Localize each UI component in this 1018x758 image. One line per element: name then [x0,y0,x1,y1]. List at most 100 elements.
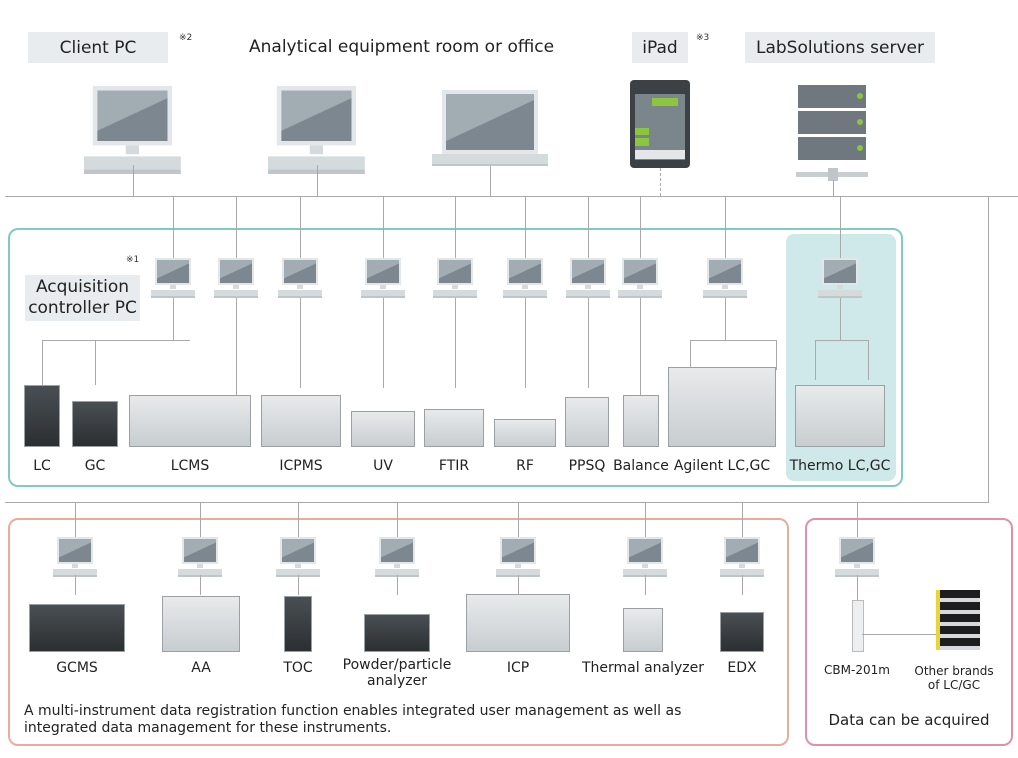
link [298,502,299,537]
link [988,196,989,503]
instrument-label: Balance [613,458,669,474]
instrument-label: LC [33,458,51,474]
pc-monitor-icon [566,258,610,298]
link [518,575,519,595]
ipad-label: iPad [632,32,688,63]
link [690,340,776,341]
instrument-7-icon [565,397,609,447]
acquisition-controller-label: Acquisition controller PC [25,275,140,321]
label-line: Acquisition [35,277,130,297]
link [525,196,526,258]
link [815,340,816,380]
link [236,298,237,398]
instrument-6-icon [720,612,764,652]
client-desktop-pc-icon [268,86,365,174]
client-pc-label: Client PC [28,32,168,63]
link [298,575,299,595]
link [833,180,834,196]
link [868,340,869,380]
link [725,196,726,258]
link [397,502,398,537]
link [42,340,190,341]
link [490,166,491,196]
pc-monitor-icon [278,258,322,298]
instrument-label: PPSQ [568,458,606,474]
link [840,298,841,340]
pc-monitor-icon [53,537,97,577]
server-icon [798,85,866,161]
description-line: integrated data management for these ins… [24,720,392,736]
label-line: controller PC [28,298,137,318]
instrument-label: FTIR [438,458,470,474]
link [525,298,526,388]
description-line: A multi-instrument data registration fun… [24,703,682,719]
link [815,340,868,341]
laptop-icon [432,90,548,166]
ipad-note: ※3 [696,33,710,43]
instrument-label: EDX [727,660,757,676]
link [840,196,841,258]
pc-monitor-icon [623,537,667,577]
network-line-top [5,196,1018,197]
link [317,165,318,196]
link [300,298,301,388]
server-label: LabSolutions server [745,32,935,63]
link [42,340,43,385]
instrument-label: LCMS [170,458,210,474]
acquisition-note: ※1 [126,255,140,265]
instrument-9-icon [668,367,776,447]
link [588,196,589,258]
link [173,196,174,258]
link [645,575,646,595]
instrument-1-icon [72,401,118,447]
instrument-label: GCMS [56,660,98,676]
server-connector-node [828,168,838,181]
link [133,165,134,196]
pc-monitor-icon [276,537,320,577]
registration-description: A multi-instrument data registration fun… [24,703,681,737]
instrument-label: UV [373,458,393,474]
link [588,298,589,388]
data-acquired-caption: Data can be acquired [828,711,990,729]
pc-monitor-icon [720,537,764,577]
link [742,575,743,595]
instrument-label: GC [84,458,106,474]
instrument-3-icon [364,614,430,652]
client-pc-note: ※2 [179,33,193,43]
instrument-label: RF [516,458,534,474]
cbm-201m-icon [852,600,864,652]
link [640,196,641,258]
link [645,502,646,537]
other-brands-label: Other brands of LC/GC [914,664,993,692]
instrument-5-icon [623,608,663,652]
instrument-2-icon [129,395,251,447]
link [75,502,76,537]
pc-monitor-icon [818,258,862,298]
link [300,196,301,258]
link [397,575,398,595]
client-desktop-pc-icon [84,86,181,174]
other-brands-lc-gc-icon [936,590,980,650]
link [690,340,691,370]
instrument-8-icon [623,395,659,447]
cbm-label: CBM-201m [824,663,890,677]
pc-monitor-icon [375,537,419,577]
instrument-2-icon [284,596,312,652]
link [383,196,384,258]
instrument-label: ICP [506,660,530,676]
instrument-label: Thermo LC,GC [789,458,891,474]
pc-monitor-icon [503,258,547,298]
link [518,502,519,537]
instrument-3-icon [261,395,341,447]
pc-monitor-icon [214,258,258,298]
instrument-label: AA [191,660,211,676]
link [725,298,726,340]
instrument-label: TOC [283,660,313,676]
link [455,196,456,258]
ipad-icon [630,80,690,168]
pc-monitor-icon [835,537,879,577]
instrument-6-icon [494,419,556,447]
pc-monitor-icon [496,537,540,577]
instrument-0-icon [29,604,125,652]
